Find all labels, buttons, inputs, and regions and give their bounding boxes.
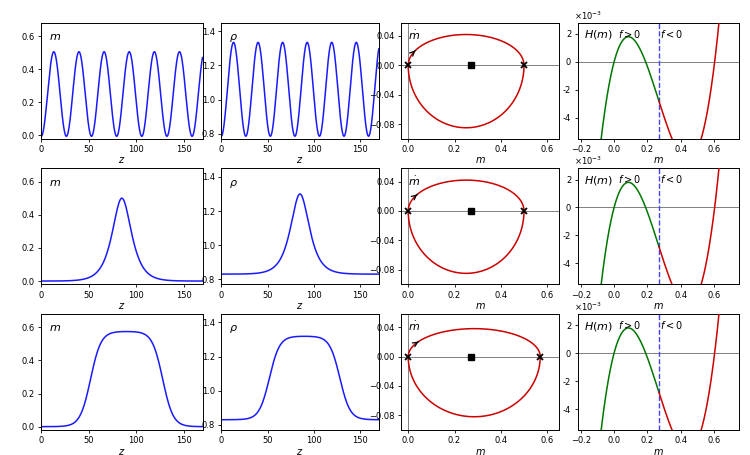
X-axis label: $z$: $z$ [118, 447, 125, 455]
Text: $\times 10^{-3}$: $\times 10^{-3}$ [574, 155, 602, 167]
Text: $m$: $m$ [50, 324, 62, 334]
X-axis label: $m$: $m$ [652, 447, 664, 455]
Text: $f<0$: $f<0$ [659, 28, 682, 40]
Text: $f<0$: $f<0$ [659, 319, 682, 331]
Text: $m$: $m$ [50, 178, 62, 188]
Text: $\dot{m}$: $\dot{m}$ [407, 29, 420, 42]
X-axis label: $m$: $m$ [652, 301, 664, 311]
Text: $H(m)$: $H(m)$ [584, 174, 613, 187]
Text: $\dot{m}$: $\dot{m}$ [407, 174, 420, 188]
Text: $\rho$: $\rho$ [230, 324, 238, 335]
Text: $\dot{m}$: $\dot{m}$ [407, 320, 420, 334]
Text: $f>0$: $f>0$ [618, 173, 640, 186]
Text: $f<0$: $f<0$ [659, 173, 682, 186]
Text: $\rho$: $\rho$ [230, 178, 238, 190]
Text: $H(m)$: $H(m)$ [584, 319, 613, 333]
Text: $\times 10^{-3}$: $\times 10^{-3}$ [574, 300, 602, 313]
X-axis label: $m$: $m$ [475, 447, 485, 455]
Text: $f>0$: $f>0$ [618, 28, 640, 40]
Text: $\times 10^{-3}$: $\times 10^{-3}$ [574, 9, 602, 21]
X-axis label: $z$: $z$ [296, 301, 304, 311]
X-axis label: $z$: $z$ [296, 447, 304, 455]
Text: $f>0$: $f>0$ [618, 319, 640, 331]
X-axis label: $z$: $z$ [118, 156, 125, 166]
X-axis label: $m$: $m$ [475, 301, 485, 311]
X-axis label: $m$: $m$ [475, 156, 485, 166]
X-axis label: $m$: $m$ [652, 156, 664, 166]
Text: $m$: $m$ [50, 32, 62, 42]
Text: $\rho$: $\rho$ [230, 32, 238, 44]
Text: $H(m)$: $H(m)$ [584, 28, 613, 41]
X-axis label: $z$: $z$ [296, 156, 304, 166]
X-axis label: $z$: $z$ [118, 301, 125, 311]
